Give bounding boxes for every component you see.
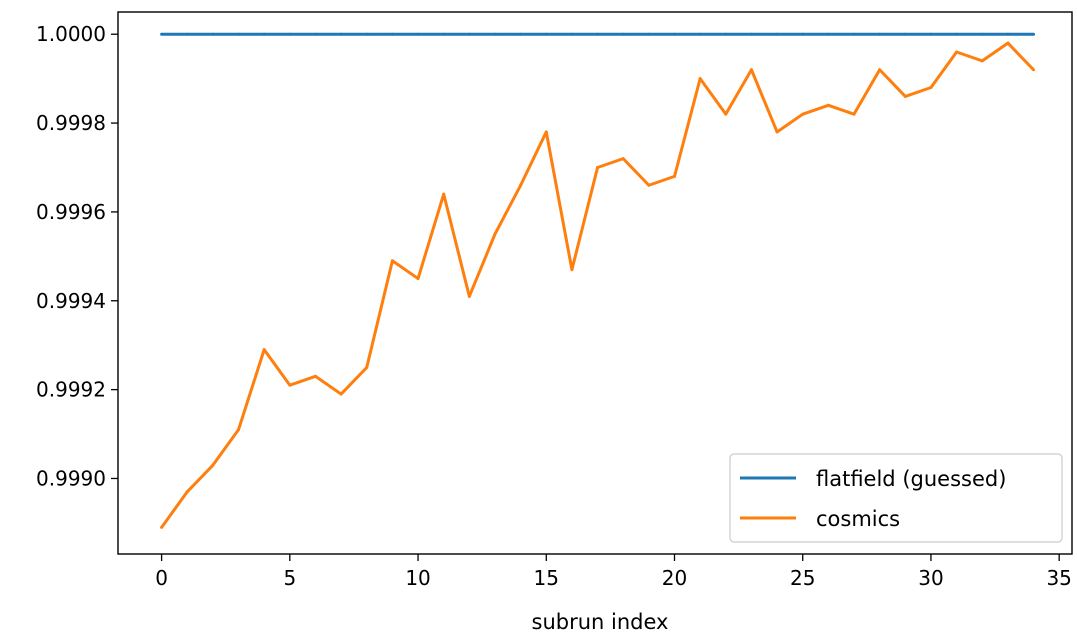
data-point [775, 32, 779, 36]
data-point [724, 32, 728, 36]
data-point [313, 32, 317, 36]
data-point [288, 32, 292, 36]
y-tick-label: 0.9998 [36, 111, 106, 135]
data-point [698, 77, 702, 81]
data-point [185, 32, 189, 36]
data-point [801, 32, 805, 36]
axes-frame [117, 11, 1073, 555]
data-point [1006, 41, 1010, 45]
x-tick-label: 25 [790, 566, 815, 590]
data-point [621, 32, 625, 36]
data-point [544, 130, 548, 134]
data-point [365, 365, 369, 369]
x-tick-label: 35 [1046, 566, 1071, 590]
data-point [416, 277, 420, 281]
data-point [878, 68, 882, 72]
x-tick-label: 30 [918, 566, 943, 590]
data-point [775, 130, 779, 134]
data-point [1032, 68, 1036, 72]
series-layer [160, 32, 1036, 529]
data-point [698, 32, 702, 36]
data-point [955, 50, 959, 54]
data-point [519, 183, 523, 187]
data-point [390, 259, 394, 263]
data-point [570, 268, 574, 272]
data-point [903, 94, 907, 98]
legend-label-flatfield: flatfield (guessed) [816, 467, 1006, 491]
data-point [673, 174, 676, 178]
data-point [544, 32, 548, 36]
data-point [673, 32, 676, 36]
data-point [878, 32, 882, 36]
x-axis-label: subrun index [532, 610, 669, 634]
data-point [416, 32, 420, 36]
data-point [903, 32, 907, 36]
data-point [1006, 32, 1010, 36]
data-point [596, 32, 600, 36]
x-tick-label: 15 [534, 566, 559, 590]
data-point [185, 490, 189, 494]
data-point [801, 112, 805, 116]
data-point [339, 32, 343, 36]
y-axis: 0.9990 0.9992 0.9994 0.9996 0.9998 1.0000 [36, 22, 118, 490]
data-point [237, 428, 241, 432]
data-point [570, 32, 574, 36]
data-point [929, 32, 933, 36]
data-point [519, 32, 523, 36]
data-point [647, 183, 651, 187]
x-axis: 0 5 10 15 20 25 30 35 [155, 554, 1072, 590]
y-tick-label: 1.0000 [36, 22, 106, 46]
data-point [493, 32, 497, 36]
data-point [980, 32, 984, 36]
data-point [288, 383, 292, 387]
data-point [160, 32, 164, 36]
legend-box [729, 453, 1063, 543]
data-point [852, 112, 856, 116]
data-point [467, 32, 471, 36]
data-point [262, 348, 266, 352]
data-point [493, 232, 497, 236]
data-point [442, 192, 446, 196]
data-point [929, 86, 933, 90]
data-point [749, 32, 753, 36]
data-point [955, 32, 959, 36]
data-point [467, 294, 471, 298]
data-point [980, 59, 984, 63]
data-point [442, 32, 446, 36]
data-point [647, 32, 651, 36]
data-point [852, 32, 856, 36]
y-tick-label: 0.9992 [36, 378, 106, 402]
legend: flatfield (guessed) cosmics [729, 453, 1063, 543]
y-tick-label: 0.9990 [36, 466, 106, 490]
x-tick-label: 5 [283, 566, 296, 590]
data-point [211, 463, 215, 467]
data-point [365, 32, 369, 36]
data-point [826, 103, 830, 107]
data-point [826, 32, 830, 36]
data-point [237, 32, 241, 36]
x-tick-label: 10 [405, 566, 430, 590]
legend-label-cosmics: cosmics [816, 507, 900, 531]
data-point [160, 525, 164, 529]
y-tick-label: 0.9994 [36, 289, 106, 313]
data-point [596, 165, 600, 169]
data-point [262, 32, 266, 36]
data-point [724, 112, 728, 116]
data-point [390, 32, 394, 36]
data-point [211, 32, 215, 36]
x-tick-label: 0 [155, 566, 168, 590]
data-point [313, 374, 317, 378]
y-tick-label: 0.9996 [36, 200, 106, 224]
data-point [339, 392, 343, 396]
data-point [1032, 32, 1036, 36]
data-point [749, 68, 753, 72]
data-point [621, 157, 625, 161]
x-tick-label: 20 [662, 566, 687, 590]
